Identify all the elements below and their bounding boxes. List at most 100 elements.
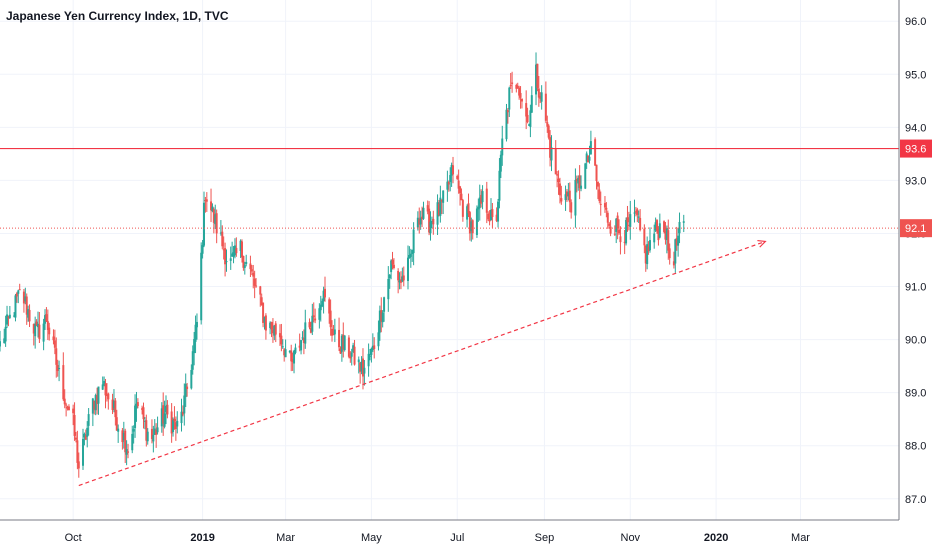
candle-body [639, 217, 642, 230]
candle-body [442, 190, 445, 203]
candle-body [422, 207, 425, 219]
candle-body [430, 220, 433, 222]
candle-body [487, 213, 490, 220]
candle-body [574, 179, 577, 216]
candle-body [675, 238, 678, 246]
candle-body [290, 350, 293, 362]
candle-body [142, 407, 145, 420]
candle-body [505, 109, 508, 140]
candle-body [488, 219, 491, 222]
candle-body [589, 141, 592, 155]
trendline-arrow [757, 239, 767, 248]
candle-body [302, 337, 305, 343]
candle-body [74, 437, 77, 440]
candle-body [565, 191, 568, 197]
candle-body [468, 212, 471, 234]
candle-body [357, 359, 360, 363]
candle-body [381, 312, 384, 323]
candle-body [186, 386, 189, 390]
candle-body [656, 220, 659, 232]
candle-body [34, 323, 37, 337]
candle-body [401, 276, 404, 282]
candle-body [608, 223, 611, 226]
x-tick-label: Sep [535, 532, 555, 544]
candle-body [145, 420, 148, 441]
candle-body [274, 323, 277, 335]
candle-body [419, 217, 422, 225]
candle-body [183, 395, 186, 414]
candle-body [97, 386, 100, 404]
y-tick-label: 88.0 [905, 441, 926, 453]
candle-body [530, 95, 533, 113]
candle-body [658, 223, 661, 238]
candle-body [163, 413, 166, 427]
candle-body [459, 186, 462, 194]
candle-body [350, 352, 353, 357]
candle-body [599, 203, 602, 205]
candle-body [587, 155, 590, 163]
candle-body [588, 156, 591, 161]
candle-body [115, 417, 118, 431]
candle-body [478, 197, 481, 209]
candle-body [340, 335, 343, 352]
candle-body [544, 93, 547, 121]
candle-body [560, 198, 563, 202]
candle-body [259, 286, 262, 295]
candle-body [411, 249, 414, 254]
candle-body [371, 345, 374, 350]
candle-body [449, 175, 452, 182]
candle-body [291, 359, 294, 362]
candle-body [644, 245, 647, 264]
candle-body [594, 139, 597, 166]
candle-body [136, 402, 139, 407]
y-tick-label: 89.0 [905, 388, 926, 400]
candle-body [190, 369, 193, 389]
candle-body [550, 147, 553, 161]
candle-body [477, 206, 480, 210]
resistance-label-box [900, 139, 932, 158]
candle-body [104, 383, 107, 396]
candle-body [556, 174, 559, 176]
candle-body [280, 335, 283, 345]
candle-body [596, 181, 599, 187]
candle-body [221, 231, 224, 247]
candle-body [616, 215, 619, 229]
candle-body [103, 380, 106, 386]
candle-body [204, 200, 207, 202]
x-tick-label: 2019 [190, 532, 214, 544]
candle-body [294, 347, 297, 353]
candle-body [174, 422, 177, 430]
candle-body [156, 427, 159, 433]
candle-body [428, 208, 431, 233]
candle-body [252, 272, 255, 277]
candle-body [255, 285, 258, 287]
candle-body [418, 218, 421, 225]
candle-body [38, 324, 41, 340]
candle-body [470, 221, 473, 232]
candle-body [91, 398, 94, 414]
candle-body [22, 291, 25, 304]
candle-body [615, 218, 618, 232]
candle-body [82, 438, 85, 466]
candle-body [577, 177, 580, 184]
candle-body [390, 260, 393, 273]
candle-body [263, 317, 266, 322]
candle-body [554, 148, 557, 175]
candle-body [495, 214, 498, 221]
candle-body [558, 183, 561, 196]
y-tick-label: 95.0 [905, 69, 926, 81]
candle-body [322, 290, 325, 302]
candle-body [219, 232, 222, 234]
candle-body [585, 153, 588, 162]
candle-body [273, 325, 276, 336]
candle-body [193, 338, 196, 354]
candle-body [603, 203, 606, 208]
candle-body [643, 228, 646, 246]
candle-body [55, 348, 58, 365]
candle-body [349, 356, 352, 359]
candle-body [361, 358, 364, 377]
candle-body [212, 209, 215, 223]
candle-body [460, 193, 463, 201]
